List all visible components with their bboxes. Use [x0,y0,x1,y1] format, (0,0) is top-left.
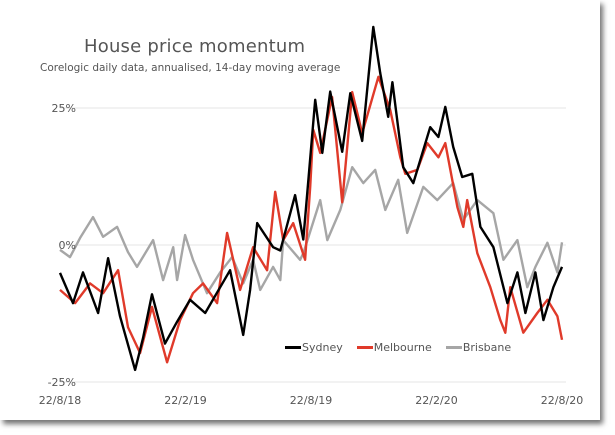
series-line-sydney [58,25,564,372]
legend-label: Sydney [302,341,343,354]
series-line-melbourne [59,75,564,364]
legend-item-sydney: Sydney [285,341,343,354]
x-tick-label: 22/8/19 [290,394,332,407]
x-tick-label: 22/8/18 [39,394,81,407]
legend: Sydney Melbourne Brisbane [285,341,511,354]
y-tick-label: 25% [52,102,76,115]
x-tick-label: 22/8/20 [541,394,583,407]
legend-label: Melbourne [373,341,432,354]
y-tick-label: -25% [48,376,76,389]
chart-title: House price momentum [84,36,306,57]
legend-swatch [285,346,301,349]
series-line-brisbane [59,165,564,295]
x-tick-label: 22/2/20 [415,394,457,407]
chart-panel [0,0,600,420]
y-tick-label: 0% [59,239,76,252]
legend-label: Brisbane [462,341,512,354]
x-tick-label: 22/2/19 [164,394,206,407]
chart-subtitle: Corelogic daily data, annualised, 14-day… [40,62,341,74]
legend-swatch [445,346,462,349]
legend-swatch [356,346,373,349]
legend-item-brisbane: Brisbane [445,341,512,354]
legend-item-melbourne: Melbourne [356,341,432,354]
